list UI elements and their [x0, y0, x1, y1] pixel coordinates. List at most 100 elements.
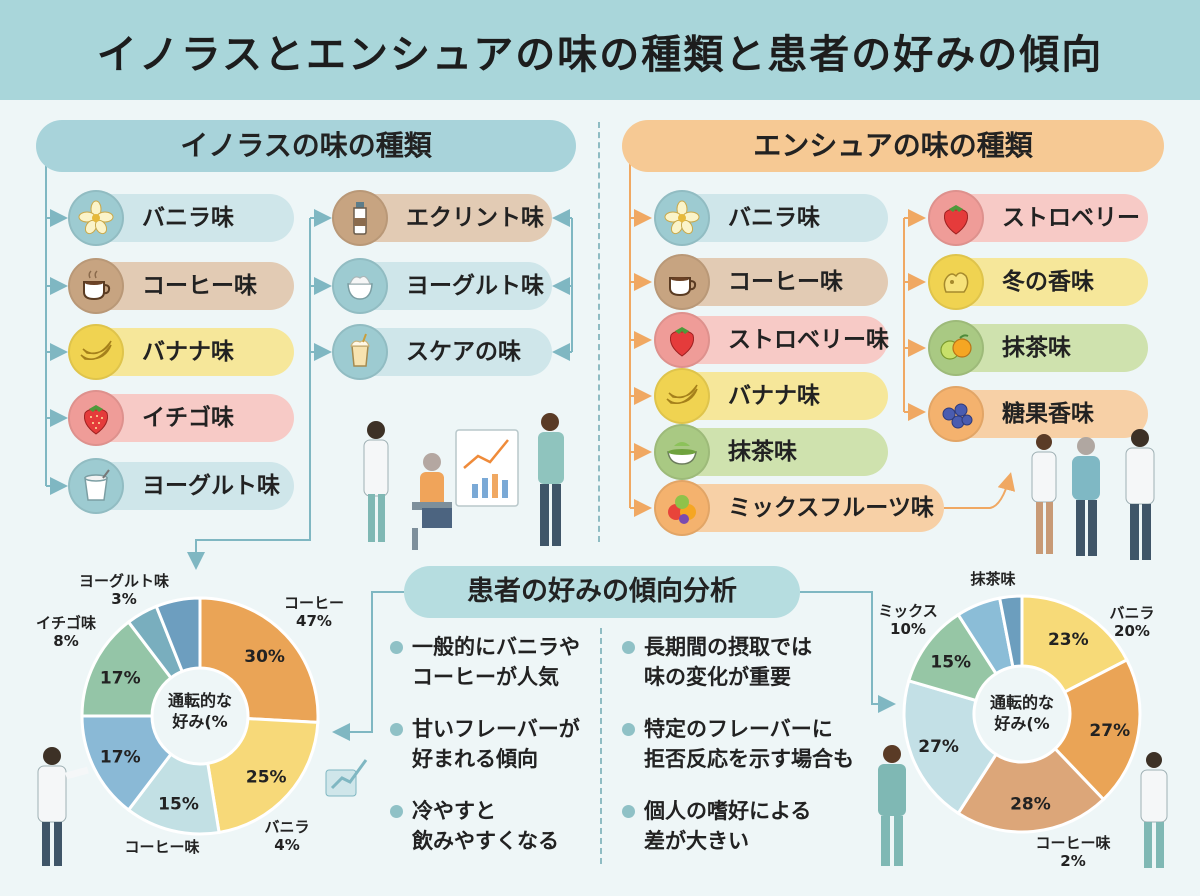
analysis-divider [600, 628, 602, 864]
yogurt-cup-icon [68, 458, 124, 514]
pie-slice-label-3: 27% [918, 737, 959, 757]
pie-slice-2 [956, 746, 1106, 834]
flavor-label: イチゴ味 [142, 405, 234, 431]
flavor-label: バナナ味 [142, 339, 234, 365]
inorasu-flavor-yogurt: ヨーグルト味 [68, 458, 294, 514]
center-line: 好み(% [994, 714, 1050, 733]
flavor-label: バニラ味 [728, 205, 820, 231]
bullet-dot [622, 723, 635, 736]
bullet-item: 甘いフレーバーが 好まれる傾向 [390, 714, 590, 776]
bullet-line: 好まれる傾向 [412, 747, 538, 771]
title-banner [0, 0, 1200, 100]
outer-label-name: バニラ [264, 818, 310, 836]
pie-slice-label-2: 15% [158, 794, 199, 814]
pie-slice-label-1: 25% [246, 767, 287, 787]
chart-growth-icon [325, 759, 368, 797]
pie-slice-3 [902, 678, 999, 816]
ensure-flavor-banana: バナナ味 [654, 368, 888, 424]
outer-label-name: バニラ [1109, 604, 1155, 622]
flavor-label: エクリント味 [406, 205, 544, 231]
banana-icon [68, 324, 124, 380]
pie-slice-4 [80, 619, 174, 718]
bullet-line: 長期間の摂取では [644, 635, 812, 659]
outer-label-pct: 4% [274, 836, 300, 854]
matcha-bowl-icon [654, 424, 710, 480]
ensure-flavor-matcha: 抹茶味 [654, 424, 888, 480]
pie-slice-6 [997, 594, 1024, 669]
bullet-item: 長期間の摂取では 味の変化が重要 [622, 632, 872, 694]
flavor-label: ミックスフルーツ味 [728, 495, 934, 521]
outer-label-name: コーヒー [284, 594, 345, 612]
pie-center-label: 通転的な 好み(% [962, 692, 1082, 734]
outer-label-name: ミックス [878, 602, 938, 620]
ensure-preference-pie: 23% 27% 28% 27% 15% [902, 594, 1142, 834]
outer-label-pct: 20% [1114, 622, 1150, 640]
outer-label-pct: 8% [53, 632, 79, 650]
consultation-illustration [363, 413, 564, 550]
pie-outer-label: イチゴ味 8% [26, 614, 106, 650]
flavor-label: スケアの味 [406, 339, 521, 365]
outer-label-name: ヨーグルト味 [78, 572, 169, 590]
pie-slice-label-3: 17% [100, 748, 141, 768]
flavor-label: バニラ味 [142, 205, 234, 231]
inorasu-section-header: イノラスの味の種類 [36, 120, 576, 172]
coffee-cup-icon [654, 254, 710, 310]
pie-center-label: 通転的な 好み(% [140, 690, 260, 732]
inorasu-flavor-skea: スケアの味 [332, 324, 552, 380]
ensure-flavor-winter: 冬の香味 [928, 254, 1148, 310]
pie-slice-label-2: 28% [1010, 795, 1051, 815]
pharmacist-illustration [1140, 752, 1168, 868]
bullet-dot [390, 805, 403, 818]
inorasu-flavor-strawberry: イチゴ味 [68, 390, 294, 446]
bullet-line: 冷やすと [412, 799, 496, 823]
pie-slice-6 [154, 596, 202, 674]
bullet-dot [622, 805, 635, 818]
inorasu-flavor-coffee: コーヒー味 [68, 258, 294, 314]
pie-outer-label: コーヒー 47% [284, 594, 344, 630]
ensure-flavor-strawberry-2: ストロベリー [928, 190, 1148, 246]
medical-team-illustration [1031, 429, 1155, 560]
inorasu-flavor-vanilla: バニラ味 [68, 190, 294, 246]
bullet-line: 拒否反応を示す場合も [644, 747, 854, 771]
winter-ornament-icon [928, 254, 984, 310]
flavor-label: ストロベリー味 [728, 327, 889, 353]
analysis-section-header: 患者の好みの傾向分析 [404, 566, 800, 618]
flavor-label: ストロベリー [1002, 205, 1140, 231]
flavor-label: 糖果香味 [1002, 401, 1094, 427]
banana-icon [654, 368, 710, 424]
ensure-flavor-vanilla: バニラ味 [654, 190, 888, 246]
bullet-line: 特定のフレーバーに [644, 717, 833, 741]
smoothie-icon [332, 324, 388, 380]
pie-outer-label: ヨーグルト味 3% [74, 572, 174, 608]
bottle-icon [332, 190, 388, 246]
pie-slice-3 [80, 714, 174, 813]
bullet-line: 飲みやすくなる [412, 829, 559, 853]
nurse-illustration [878, 745, 906, 866]
pie-slice-1 [206, 717, 320, 835]
bullet-item: 一般的にバニラや コーヒーが人気 [390, 632, 590, 694]
ensure-flavor-matcha-2: 抹茶味 [928, 320, 1148, 376]
coffee-cup-icon [68, 258, 124, 314]
blueberry-icon [928, 386, 984, 442]
outer-label-name: コーヒー味 [124, 838, 200, 856]
inorasu-flavor-ecrinto: エクリント味 [332, 190, 552, 246]
analysis-right-bullets: 長期間の摂取では 味の変化が重要 特定のフレーバーに 拒否反応を示す場合も 個人… [622, 632, 872, 872]
center-line: 好み(% [172, 712, 228, 731]
pie-slice-0 [198, 596, 320, 724]
inorasu-flavor-banana: バナナ味 [68, 324, 294, 380]
bullet-line: コーヒーが人気 [412, 665, 559, 689]
yogurt-bowl-icon [332, 258, 388, 314]
pie-outer-label: コーヒー味 2% [1028, 834, 1118, 870]
center-line: 通転的な [989, 693, 1054, 712]
strawberry-icon [928, 190, 984, 246]
outer-label-name: イチゴ味 [35, 614, 96, 632]
mixed-fruit-icon [654, 480, 710, 536]
pie-outer-label: ミックス 10% [868, 602, 948, 638]
outer-label-name: 抹茶味 [970, 570, 1016, 588]
pie-slice-label-0: 23% [1048, 630, 1089, 650]
vanilla-flower-icon [654, 190, 710, 246]
pie-slice-1 [1053, 657, 1142, 802]
bullet-item: 個人の嗜好による 差が大きい [622, 796, 872, 858]
ensure-flavor-strawberry: ストロベリー味 [654, 312, 889, 368]
